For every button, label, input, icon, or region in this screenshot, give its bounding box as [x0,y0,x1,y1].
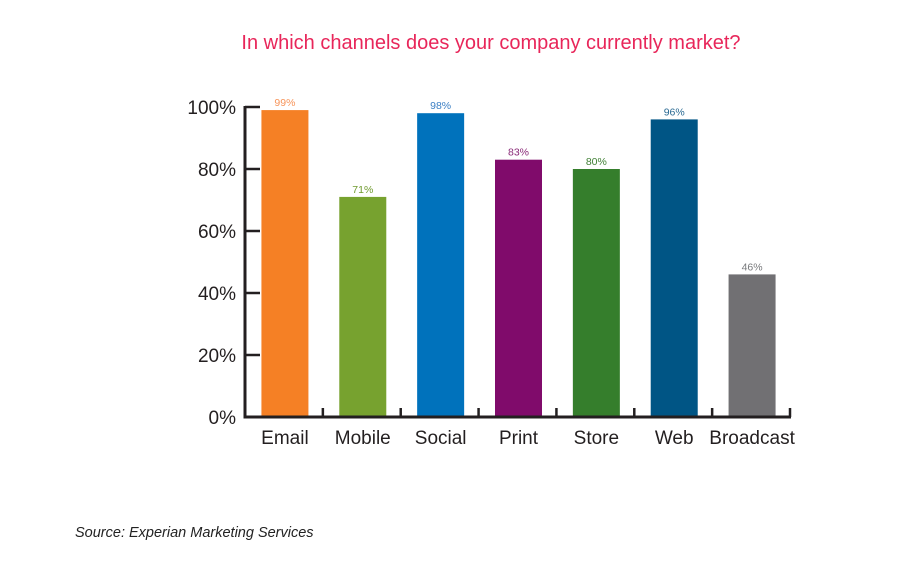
y-tick-label: 0% [209,408,237,429]
y-axis: 0% 20% 40% 60% 80% 100% [187,98,260,429]
y-tick-label: 40% [198,284,236,305]
data-label: 71% [352,184,373,196]
x-tick-label: Print [499,428,539,449]
chart-title: In which channels does your company curr… [241,32,740,54]
y-tick-label: 100% [187,98,236,119]
bar-web [650,119,698,418]
data-label: 83% [508,147,529,159]
y-tick-label: 20% [198,346,236,367]
x-tick-label: Web [655,428,694,449]
data-label: 46% [742,261,763,273]
data-label: 99% [274,97,295,109]
x-tick-label: Social [415,428,467,449]
y-tick-label: 80% [198,160,236,181]
x-tick-label: Mobile [335,428,391,449]
data-label: 80% [586,156,607,168]
x-tick-label: Broadcast [709,428,795,449]
bar-mobile [339,196,387,417]
bar-print [495,159,542,417]
bar-social [417,113,465,417]
x-tick-label: Email [261,428,309,449]
x-axis: Email Mobile Social Print Store Web Broadcast [243,408,796,449]
source-note: Source: Experian Marketing Services [75,525,314,541]
data-label: 96% [664,106,685,118]
bar-store [572,169,620,417]
y-tick-label: 60% [198,222,236,243]
bars: 99% 71% 98% 83% 80% 96% 46% [261,97,776,418]
bar-broadcast [728,274,776,417]
data-label: 98% [430,100,451,112]
bar-email [261,110,309,417]
x-tick-label: Store [574,428,619,449]
